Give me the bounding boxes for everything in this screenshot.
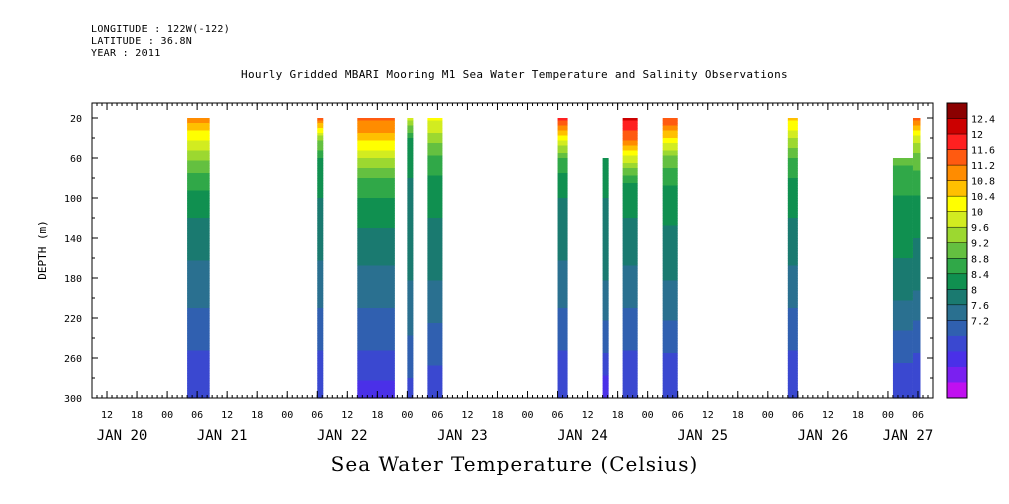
y-tick-label: 180 — [64, 274, 82, 285]
plot-frame — [92, 103, 933, 398]
x-day-label: JAN 26 — [798, 428, 849, 444]
colorbar-label: 8.4 — [971, 270, 989, 281]
y-tick-label: 20 — [70, 114, 82, 125]
x-tick-label: 06 — [191, 410, 203, 421]
colorbar-swatch — [947, 196, 967, 212]
chart-area: 20 60 100 140 180 220 260 300 12 18 00 06 12 18 00 06 12… — [0, 0, 1009, 504]
temperature-column — [357, 118, 395, 399]
temperature-column — [788, 118, 798, 399]
y-axis-label: DEPTH (m) — [36, 220, 49, 280]
x-day-label: JAN 21 — [197, 428, 248, 444]
x-tick-label: 12 — [822, 410, 834, 421]
colorbar-swatch — [947, 320, 967, 336]
x-day-label: JAN 25 — [677, 428, 728, 444]
x-tick-label: 06 — [311, 410, 323, 421]
x-tick-label: 06 — [912, 410, 924, 421]
x-axis-label: Sea Water Temperature (Celsius) — [0, 452, 1009, 476]
colorbar-swatch — [947, 305, 967, 321]
colorbar-swatch — [947, 351, 967, 367]
x-tick-label: 00 — [882, 410, 894, 421]
x-tick-label: 06 — [792, 410, 804, 421]
x-day-label: JAN 27 — [883, 428, 934, 444]
y-tick-label: 100 — [64, 194, 82, 205]
colorbar-label: 7.6 — [971, 301, 989, 312]
colorbar-label: 11.2 — [971, 161, 995, 172]
y-tick-label: 260 — [64, 354, 82, 365]
colorbar-swatch — [947, 134, 967, 150]
x-tick-label: 18 — [491, 410, 503, 421]
colorbar-swatch — [947, 150, 967, 166]
x-tick-label: 18 — [612, 410, 624, 421]
colorbar-label: 8 — [971, 285, 977, 296]
colorbar-label: 8.8 — [971, 254, 989, 265]
colorbar-swatch — [947, 382, 967, 398]
temperature-column — [187, 118, 210, 399]
x-tick-label: 12 — [101, 410, 113, 421]
y-tick-label: 300 — [64, 394, 82, 405]
x-tick-label: 00 — [161, 410, 173, 421]
temperature-column — [558, 118, 568, 399]
x-tick-label: 00 — [401, 410, 413, 421]
x-tick-label: 00 — [762, 410, 774, 421]
x-tick-label: 06 — [552, 410, 564, 421]
x-tick-label: 18 — [251, 410, 263, 421]
colorbar-swatch — [947, 336, 967, 352]
x-tick-label: 18 — [732, 410, 744, 421]
colorbar-label: 10.4 — [971, 192, 995, 203]
x-tick-label: 18 — [852, 410, 864, 421]
y-tick-label: 60 — [70, 154, 82, 165]
colorbar-label: 12.4 — [971, 115, 995, 126]
colorbar-label: 12 — [971, 130, 983, 141]
colorbar-swatch — [947, 258, 967, 274]
x-tick-label: 12 — [221, 410, 233, 421]
colorbar-swatch — [947, 367, 967, 383]
data-layer — [187, 118, 920, 399]
colorbar: 12.4 12 11.6 11.2 10.8 10.4 10 9.6 9.2 8.8 8.4 8 7.6… — [947, 103, 995, 398]
colorbar-label: 10 — [971, 208, 983, 219]
colorbar-label: 9.2 — [971, 239, 989, 250]
x-day-label: JAN 20 — [97, 428, 148, 444]
x-tick-label: 00 — [521, 410, 533, 421]
x-tick-label: 12 — [582, 410, 594, 421]
x-tick-label: 06 — [431, 410, 443, 421]
colorbar-swatch — [947, 289, 967, 305]
temperature-column — [893, 158, 913, 399]
x-tick-label: 00 — [281, 410, 293, 421]
x-tick-label: 18 — [131, 410, 143, 421]
x-day-label: JAN 23 — [437, 428, 488, 444]
temperature-column — [913, 118, 921, 399]
x-tick-label: 00 — [642, 410, 654, 421]
x-tick-label: 12 — [341, 410, 353, 421]
y-tick-label: 140 — [64, 234, 82, 245]
temperature-column — [663, 118, 678, 399]
x-day-label: JAN 24 — [557, 428, 608, 444]
colorbar-swatch — [947, 243, 967, 259]
colorbar-swatch — [947, 119, 967, 135]
colorbar-swatch — [947, 227, 967, 243]
temperature-column — [427, 118, 442, 399]
colorbar-swatch — [947, 181, 967, 197]
temperature-column — [407, 118, 413, 399]
x-tick-label: 18 — [371, 410, 383, 421]
temperature-column — [317, 118, 323, 399]
x-tick-label: 12 — [702, 410, 714, 421]
colorbar-label: 7.2 — [971, 316, 989, 327]
colorbar-swatch — [947, 274, 967, 290]
colorbar-label: 11.6 — [971, 146, 995, 157]
temperature-column — [603, 158, 609, 399]
temperature-column — [623, 118, 638, 399]
colorbar-swatch — [947, 165, 967, 181]
colorbar-swatch — [947, 103, 967, 119]
y-tick-label: 220 — [64, 314, 82, 325]
x-day-label: JAN 22 — [317, 428, 368, 444]
x-tick-label: 06 — [672, 410, 684, 421]
colorbar-swatch — [947, 212, 967, 228]
colorbar-label: 10.8 — [971, 177, 995, 188]
x-tick-label: 12 — [461, 410, 473, 421]
colorbar-label: 9.6 — [971, 223, 989, 234]
